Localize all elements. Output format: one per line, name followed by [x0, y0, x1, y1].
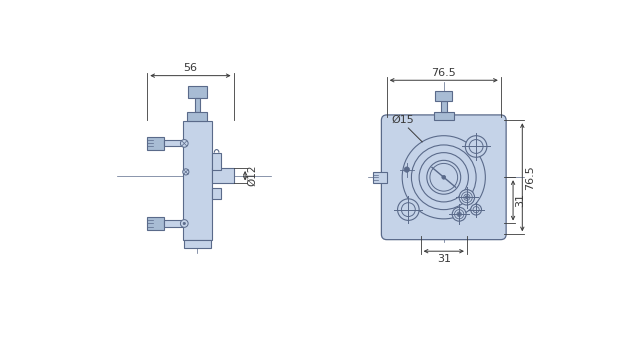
Bar: [164, 140, 183, 147]
Text: Ø12: Ø12: [248, 165, 258, 187]
Bar: [183, 121, 212, 240]
Circle shape: [459, 190, 474, 205]
Text: Ø15: Ø15: [391, 115, 414, 125]
Bar: [147, 217, 164, 230]
Circle shape: [183, 169, 189, 175]
Bar: [195, 98, 200, 112]
Bar: [440, 101, 447, 112]
Text: 31: 31: [515, 193, 525, 207]
Text: 56: 56: [183, 63, 197, 73]
Bar: [188, 86, 207, 98]
Circle shape: [442, 175, 445, 179]
Circle shape: [466, 196, 468, 199]
Circle shape: [183, 222, 185, 225]
Circle shape: [452, 207, 466, 221]
Bar: [435, 91, 452, 101]
Bar: [212, 188, 221, 199]
Circle shape: [471, 204, 481, 215]
Circle shape: [398, 199, 419, 220]
Text: 76.5: 76.5: [432, 68, 456, 78]
Circle shape: [457, 213, 461, 216]
Circle shape: [466, 136, 487, 157]
Circle shape: [404, 167, 410, 172]
FancyBboxPatch shape: [381, 115, 506, 240]
Bar: [183, 240, 211, 248]
Bar: [373, 172, 387, 183]
Bar: [147, 137, 164, 150]
Text: 31: 31: [437, 253, 450, 263]
Bar: [212, 153, 221, 169]
Bar: [212, 168, 234, 183]
Bar: [164, 220, 183, 227]
Text: 76.5: 76.5: [525, 165, 535, 190]
Bar: [433, 112, 454, 120]
Bar: [187, 112, 207, 121]
Circle shape: [180, 220, 188, 227]
Circle shape: [180, 140, 188, 147]
